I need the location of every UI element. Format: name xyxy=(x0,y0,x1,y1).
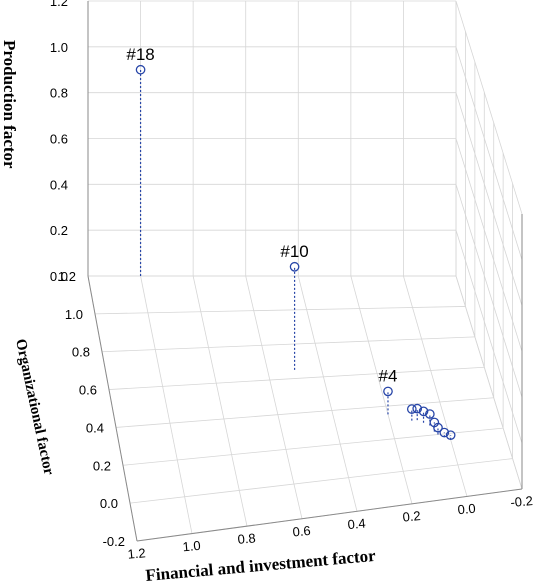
z-tick-label: 0.4 xyxy=(50,177,68,192)
floor-gridline xyxy=(94,306,466,315)
y-tick-label: 0.2 xyxy=(93,458,111,473)
z-tick-label: 0.6 xyxy=(50,132,68,147)
y-tick-label: 0.0 xyxy=(100,496,118,511)
data-points: #18 #10 #4 xyxy=(126,45,456,441)
floor-gridline xyxy=(245,275,303,519)
x-tick-label: -0.2 xyxy=(510,493,534,510)
y-tick-label: 0.6 xyxy=(79,383,97,398)
side-wall-gridline xyxy=(455,46,523,260)
grid xyxy=(87,0,523,542)
floor-gridline xyxy=(350,275,413,504)
floor-gridline xyxy=(129,458,513,504)
x-tick-label: 1.0 xyxy=(182,538,201,555)
floor-gridline xyxy=(192,275,248,527)
y-tick-label: -0.2 xyxy=(103,534,125,549)
point-label: #10 xyxy=(280,242,308,261)
floor-gridline xyxy=(297,275,358,512)
point-label: #4 xyxy=(379,366,398,385)
data-point xyxy=(445,430,456,441)
x-tick-label: 0.2 xyxy=(402,508,421,525)
point-label: #18 xyxy=(126,45,154,64)
floor-gridline xyxy=(101,336,475,353)
x-tick-label: 0.8 xyxy=(237,530,256,547)
y-axis-line xyxy=(87,275,138,542)
floor-gridline xyxy=(108,366,485,390)
y-tick-label: 1.0 xyxy=(65,307,83,322)
x-tick-label: 1.2 xyxy=(127,545,146,562)
x-axis-title: Financial and investment factor xyxy=(145,546,377,582)
side-wall-gridline xyxy=(455,230,523,444)
x-tick-label: 0.4 xyxy=(347,516,366,533)
z-tick-label: 0.0 xyxy=(50,269,68,284)
x-tick-label: 0.6 xyxy=(292,523,311,540)
side-wall-gridline xyxy=(455,275,523,490)
data-point xyxy=(412,403,423,414)
z-axis-title: Production factor xyxy=(0,40,19,169)
data-point xyxy=(406,404,417,414)
data-point xyxy=(433,422,443,433)
x-axis-line xyxy=(136,488,523,542)
z-tick-label: 0.2 xyxy=(50,223,68,238)
data-point xyxy=(135,64,146,75)
data-point xyxy=(383,386,393,397)
tick-labels: 1.21.00.80.60.40.20.01.21.00.80.60.40.20… xyxy=(50,0,534,562)
y-tick-label: 0.4 xyxy=(86,420,104,435)
side-wall-gridline xyxy=(455,184,523,398)
floor-gridline xyxy=(140,275,193,534)
z-tick-label: 0.8 xyxy=(50,86,68,101)
z-tick-label: 1.2 xyxy=(50,0,68,9)
side-wall-gridline xyxy=(455,0,523,215)
data-point xyxy=(418,406,429,417)
y-tick-label: 0.8 xyxy=(72,345,90,360)
z-tick-label: 1.0 xyxy=(50,40,68,55)
y-tick-label: 1.2 xyxy=(58,269,76,284)
data-point xyxy=(439,427,450,438)
y-axis-title: Organizational factor xyxy=(12,338,57,477)
data-point xyxy=(425,409,435,419)
floor-gridline xyxy=(122,427,504,466)
x-tick-label: 0.0 xyxy=(457,501,476,518)
floor-gridline xyxy=(115,397,494,428)
side-wall-gridline xyxy=(455,138,523,352)
data-point xyxy=(289,261,300,272)
chart-frame xyxy=(87,1,523,542)
floor-gridline xyxy=(403,275,468,497)
side-wall-gridline xyxy=(455,92,523,306)
